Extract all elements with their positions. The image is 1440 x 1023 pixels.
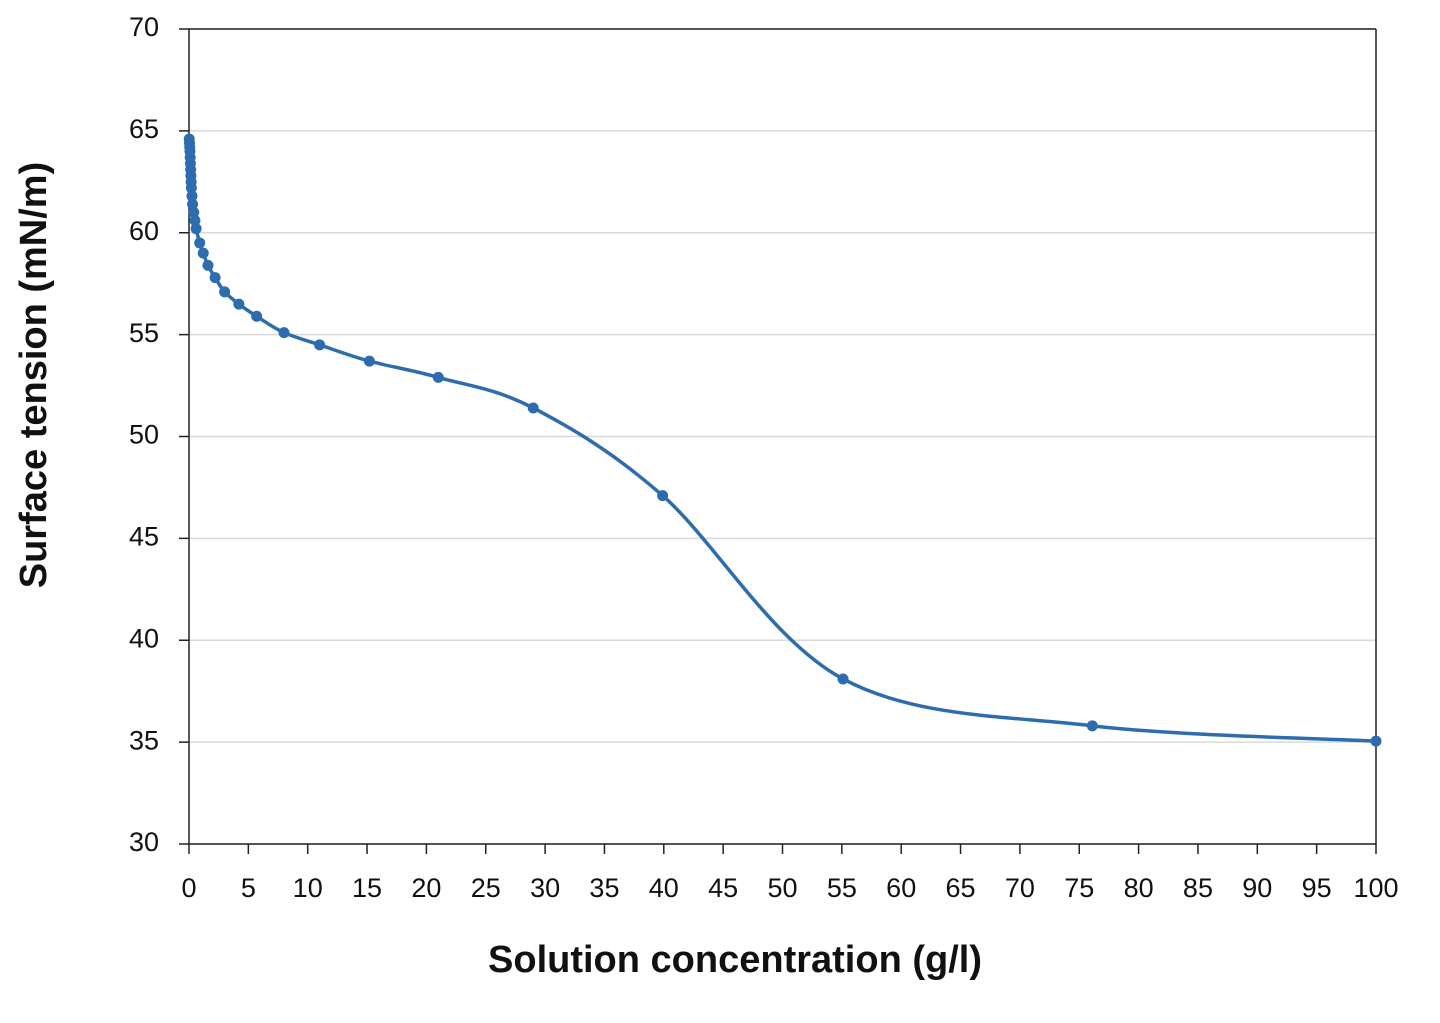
x-axis-title: Solution concentration (g/l)	[488, 939, 982, 981]
x-tick-label: 70	[1005, 873, 1035, 903]
x-tick-label: 85	[1183, 873, 1213, 903]
data-point	[209, 272, 221, 284]
x-tick-label: 0	[181, 873, 196, 903]
data-point	[1370, 735, 1382, 747]
y-tick-label: 55	[129, 318, 159, 348]
y-tick-label: 70	[129, 12, 159, 42]
y-axis-title: Surface tension (mN/m)	[13, 162, 55, 589]
data-point	[185, 182, 197, 194]
x-tick-label: 75	[1064, 873, 1094, 903]
data-point	[432, 371, 444, 383]
x-tick-label: 25	[471, 873, 501, 903]
y-tick-label: 35	[129, 725, 159, 755]
data-point	[186, 190, 198, 202]
data-point	[187, 198, 199, 210]
data-point	[527, 402, 539, 414]
x-tick-label: 45	[708, 873, 738, 903]
y-tick-label: 60	[129, 216, 159, 246]
data-point	[251, 310, 263, 322]
data-point	[219, 286, 231, 298]
y-tick-label: 30	[129, 827, 159, 857]
x-tick-label: 60	[886, 873, 916, 903]
data-point	[188, 206, 200, 218]
x-tick-label: 65	[946, 873, 976, 903]
data-point	[278, 327, 290, 339]
x-tick-label: 95	[1302, 873, 1332, 903]
y-tick-label: 65	[129, 114, 159, 144]
x-tick-label: 30	[530, 873, 560, 903]
x-tick-label: 5	[241, 873, 256, 903]
x-tick-label: 40	[649, 873, 679, 903]
y-tick-label: 50	[129, 420, 159, 450]
data-point	[837, 673, 849, 685]
data-point	[1086, 720, 1098, 732]
series-line	[187, 138, 1377, 743]
data-point	[314, 339, 326, 351]
x-tick-label: 20	[411, 873, 441, 903]
data-point	[190, 223, 202, 235]
x-tick-label: 10	[293, 873, 323, 903]
x-tick-label: 35	[589, 873, 619, 903]
data-point	[202, 259, 214, 271]
x-tick-label: 90	[1242, 873, 1272, 903]
x-tick-label: 50	[767, 873, 797, 903]
y-tick-label: 40	[129, 623, 159, 653]
x-tick-label: 55	[827, 873, 857, 903]
data-point	[197, 247, 209, 259]
x-tick-label: 15	[352, 873, 382, 903]
data-point	[363, 355, 375, 367]
y-tick-label: 45	[129, 522, 159, 552]
x-tick-label: 100	[1353, 873, 1398, 903]
data-point	[657, 490, 669, 502]
data-point	[233, 298, 245, 310]
data-point	[194, 237, 206, 249]
x-tick-label: 80	[1124, 873, 1154, 903]
data-point	[189, 215, 201, 227]
